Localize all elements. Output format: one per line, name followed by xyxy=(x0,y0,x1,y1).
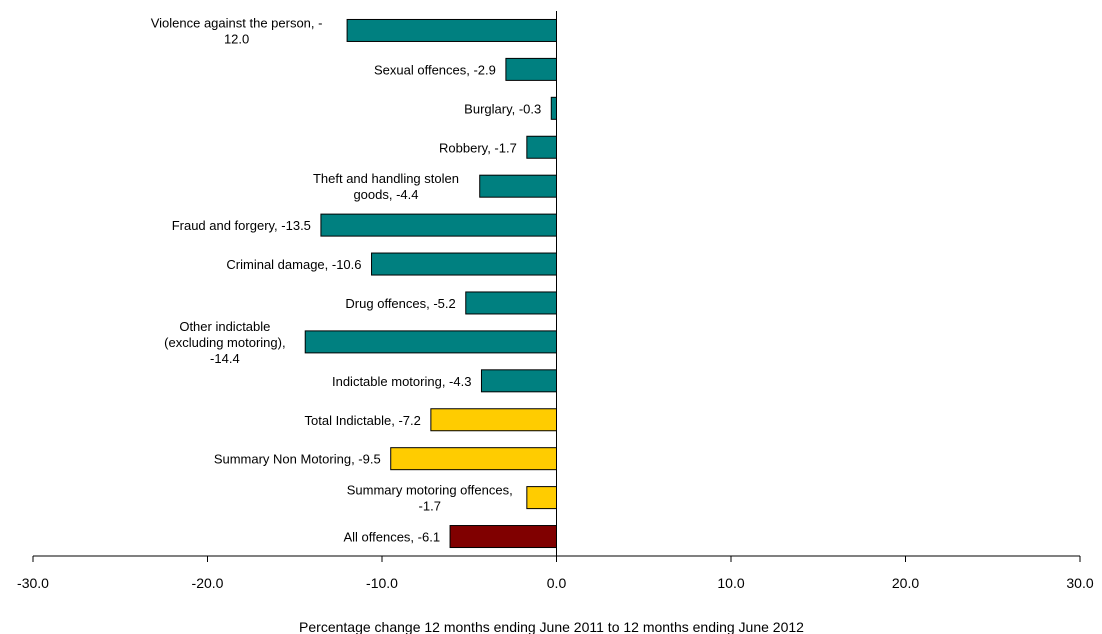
data-label-9-line-3: -14.4 xyxy=(210,351,240,366)
data-label-2-line-1: Sexual offences, -2.9 xyxy=(374,62,496,77)
bar-9 xyxy=(304,330,557,354)
bar-10 xyxy=(480,369,557,393)
data-label-6-line-1: Fraud and forgery, -13.5 xyxy=(172,218,311,233)
data-label-9-line-2: (excluding motoring), xyxy=(164,335,285,350)
bar-7 xyxy=(371,252,557,276)
x-axis-title: Percentage change 12 months ending June … xyxy=(299,619,804,634)
bar-4 xyxy=(526,135,558,159)
x-tick-label-1: -30.0 xyxy=(17,575,49,591)
bar-14 xyxy=(449,525,557,549)
data-label-3-line-1: Burglary, -0.3 xyxy=(464,101,541,116)
data-labels-group: Violence against the person, -12.0 Sexual… xyxy=(151,15,542,544)
x-tick-label-3: -10.0 xyxy=(366,575,398,591)
bar-11 xyxy=(430,408,557,432)
data-label-9-line-1: Other indictable xyxy=(179,319,270,334)
data-label-14-line-1: All offences, -6.1 xyxy=(343,530,440,545)
data-label-11-line-1: Total Indictable, -7.2 xyxy=(305,413,421,428)
data-label-8-line-1: Drug offences, -5.2 xyxy=(345,296,455,311)
x-tick-label-6: 20.0 xyxy=(892,575,919,591)
bar-3 xyxy=(550,96,558,120)
data-label-5-line-2: goods, -4.4 xyxy=(353,187,418,202)
data-label-1-line-2: 12.0 xyxy=(224,31,249,46)
bar-8 xyxy=(465,291,558,315)
x-ticks-group: -30.0 -20.0 -10.0 0.0 10.0 20.0 30.0 xyxy=(17,556,1094,591)
x-tick-label-4: 0.0 xyxy=(547,575,567,591)
data-label-4-line-1: Robbery, -1.7 xyxy=(439,140,517,155)
data-label-12-line-1: Summary Non Motoring, -9.5 xyxy=(214,452,381,467)
bar-2 xyxy=(505,57,557,81)
data-label-13-line-1: Summary motoring offences, xyxy=(347,483,513,498)
bar-12 xyxy=(390,447,557,471)
data-label-1-line-1: Violence against the person, - xyxy=(151,15,323,30)
x-tick-label-2: -20.0 xyxy=(192,575,224,591)
bar-13 xyxy=(526,486,558,510)
data-label-13-line-2: -1.7 xyxy=(419,499,441,514)
bar-1 xyxy=(346,18,557,42)
bar-6 xyxy=(320,213,557,237)
data-label-5-line-1: Theft and handling stolen xyxy=(313,171,459,186)
bar-5 xyxy=(479,174,557,198)
data-label-10-line-1: Indictable motoring, -4.3 xyxy=(332,374,471,389)
bars-group xyxy=(304,18,558,549)
x-tick-label-7: 30.0 xyxy=(1066,575,1093,591)
data-label-7-line-1: Criminal damage, -10.6 xyxy=(226,257,361,272)
x-tick-label-5: 10.0 xyxy=(717,575,744,591)
